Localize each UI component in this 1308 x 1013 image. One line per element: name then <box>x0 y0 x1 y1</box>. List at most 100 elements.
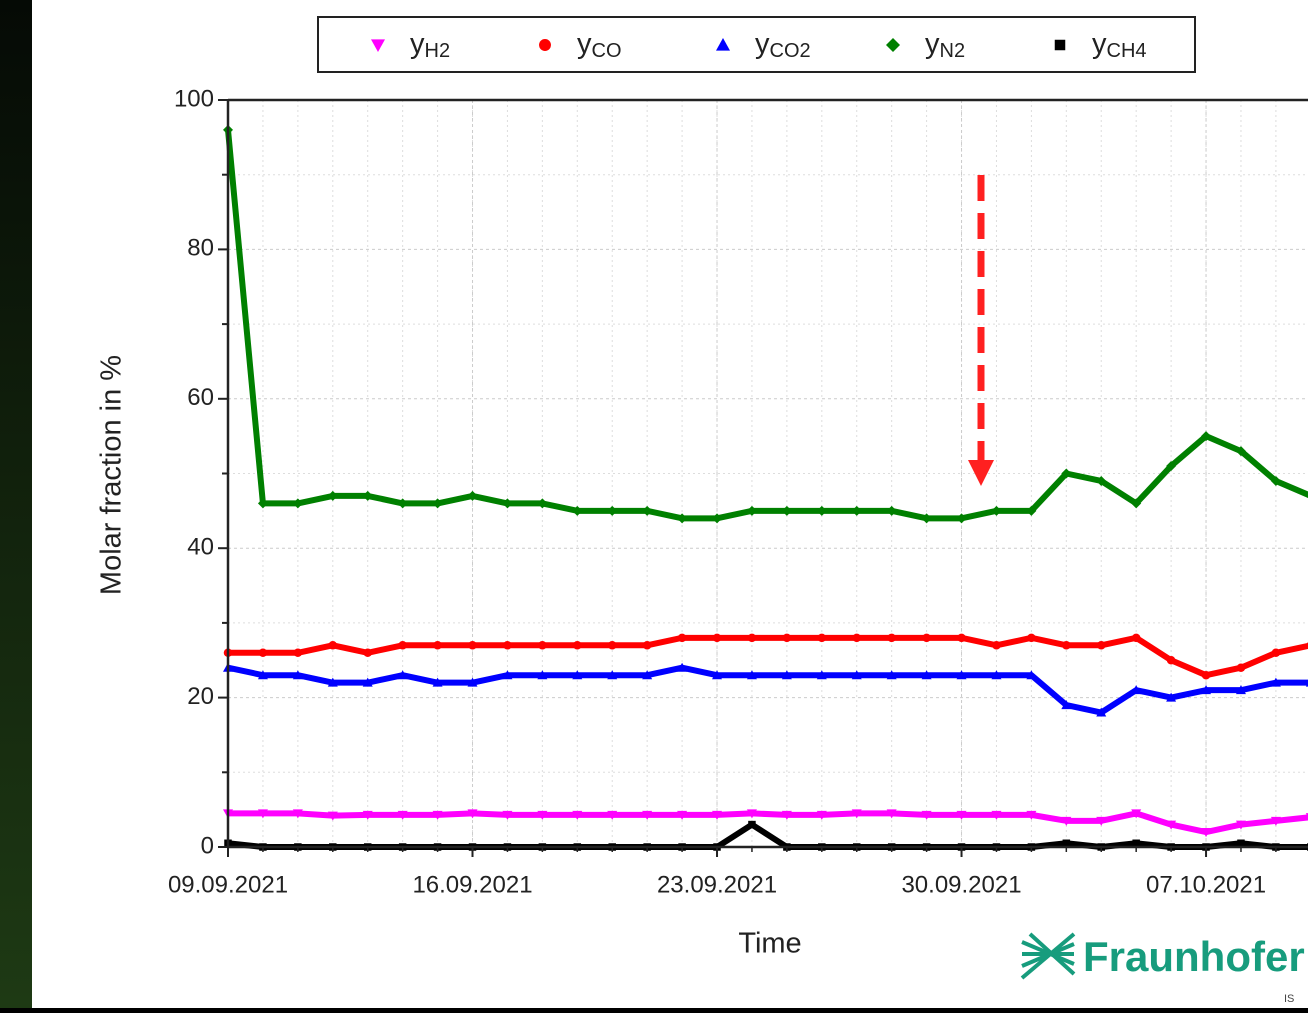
data-point <box>362 490 373 501</box>
data-point <box>781 810 792 820</box>
data-point <box>922 633 931 643</box>
data-point <box>957 633 966 643</box>
x-tick-label: 23.09.2021 <box>657 871 777 898</box>
data-point <box>327 677 338 687</box>
data-point <box>1201 685 1212 695</box>
data-point <box>1305 813 1308 818</box>
data-point <box>921 513 932 524</box>
data-point <box>956 513 967 524</box>
legend-label: yH2 <box>410 28 450 63</box>
data-point <box>1131 809 1142 819</box>
x-axis-title: Time <box>738 928 801 960</box>
data-point <box>992 641 1001 650</box>
data-point <box>1027 633 1036 643</box>
data-point <box>1166 692 1177 702</box>
x-tick-label: 07.10.2021 <box>1146 871 1266 898</box>
data-point <box>1062 641 1071 650</box>
arrow-annotation <box>968 175 994 486</box>
data-point <box>293 648 303 658</box>
data-point <box>1096 707 1107 717</box>
legend-box <box>317 16 1196 73</box>
data-point <box>921 810 932 820</box>
data-point <box>781 670 792 680</box>
legend-marker <box>716 38 730 51</box>
data-point <box>642 641 652 650</box>
logo-text: Fraunhofer <box>1083 933 1305 980</box>
data-point <box>956 670 967 680</box>
data-point <box>747 633 757 643</box>
data-point <box>886 670 897 680</box>
data-point <box>781 505 792 516</box>
data-point <box>537 810 548 820</box>
x-tick-label: 30.09.2021 <box>901 871 1021 898</box>
x-tick-label: 16.09.2021 <box>412 871 532 898</box>
data-point <box>1061 816 1072 826</box>
data-point <box>746 505 757 516</box>
data-point <box>537 498 548 509</box>
data-point <box>816 670 827 680</box>
legend-label: yCO <box>577 28 622 63</box>
data-point <box>607 810 618 820</box>
data-point <box>1166 461 1177 472</box>
data-point <box>677 513 688 524</box>
data-point <box>852 633 861 643</box>
data-point <box>327 490 338 501</box>
data-point <box>432 498 443 509</box>
data-point <box>677 810 688 820</box>
data-point <box>607 670 618 680</box>
data-point <box>1131 498 1142 509</box>
data-point <box>467 809 478 819</box>
y-tick-label: 40 <box>187 534 214 561</box>
data-point <box>572 505 583 516</box>
data-point <box>1062 839 1071 848</box>
data-point <box>1305 682 1308 687</box>
data-point <box>257 809 268 819</box>
logo-subtext: IS <box>1284 993 1294 1005</box>
data-point <box>1026 810 1037 820</box>
data-point <box>956 810 967 820</box>
data-point <box>573 641 582 650</box>
data-point <box>816 810 827 820</box>
data-point <box>502 810 513 820</box>
data-point <box>432 677 443 687</box>
data-point <box>921 670 932 680</box>
data-point <box>397 810 408 820</box>
legend-label: yCH4 <box>1092 28 1147 63</box>
data-point <box>782 633 792 643</box>
legend-label: yCO2 <box>755 28 811 63</box>
data-point <box>327 811 338 821</box>
y-tick-label: 80 <box>187 235 214 262</box>
legend-label: yN2 <box>925 28 965 63</box>
y-tick-label: 100 <box>174 85 214 112</box>
data-point <box>712 810 723 820</box>
data-point <box>398 641 407 650</box>
legend-marker <box>886 38 900 52</box>
data-point <box>1235 685 1246 695</box>
data-point <box>1235 446 1246 457</box>
data-point <box>537 670 548 680</box>
series-trace <box>227 664 1308 716</box>
data-point <box>1131 633 1141 643</box>
data-point <box>991 505 1002 516</box>
data-point <box>746 809 757 819</box>
data-point <box>851 505 862 516</box>
data-point <box>851 809 862 819</box>
data-point <box>502 498 513 509</box>
side-strip <box>0 0 32 1008</box>
data-point <box>1201 828 1212 838</box>
data-point <box>991 670 1002 680</box>
data-point <box>1061 700 1072 710</box>
data-point <box>1270 475 1281 486</box>
data-point <box>607 505 618 516</box>
series-trace <box>228 634 1308 679</box>
y-tick-label: 0 <box>201 832 214 859</box>
data-point <box>746 670 757 680</box>
data-point <box>1097 641 1106 650</box>
data-point <box>362 677 373 687</box>
data-point <box>292 670 303 680</box>
data-point <box>257 498 268 509</box>
data-point <box>677 633 687 643</box>
data-point <box>502 670 513 680</box>
